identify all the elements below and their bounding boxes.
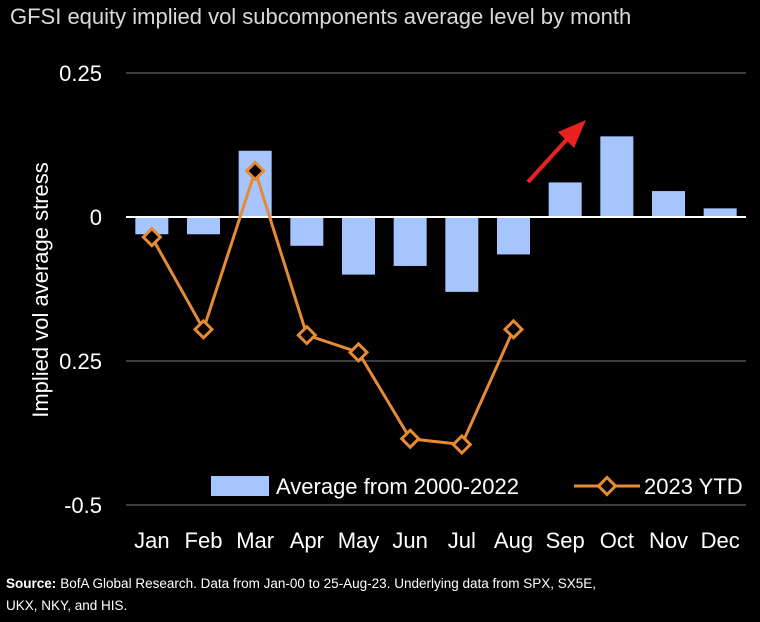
source-line-2: UKX, NKY, and HIS. xyxy=(6,598,127,613)
bar xyxy=(445,217,479,292)
x-tick-label: Aug xyxy=(494,528,533,553)
y-tick-label: 0.25 xyxy=(59,61,102,86)
y-tick-label: 0 xyxy=(90,205,102,230)
line-point xyxy=(192,318,215,340)
x-tick-label: Nov xyxy=(649,528,688,553)
line-point xyxy=(502,318,525,340)
line-point xyxy=(347,341,370,363)
chart-title: GFSI equity implied vol subcomponents av… xyxy=(10,4,631,29)
bar xyxy=(703,208,737,217)
x-tick-label: Jun xyxy=(392,528,427,553)
legend-line-marker xyxy=(596,475,618,497)
arrow-shaft xyxy=(526,134,572,184)
line-point xyxy=(296,324,318,346)
x-tick-label: May xyxy=(338,528,380,553)
series-line xyxy=(150,169,515,447)
bar xyxy=(342,217,375,275)
line-point xyxy=(399,428,421,450)
bar xyxy=(600,136,634,217)
x-tick-label: Feb xyxy=(185,528,223,553)
line-point xyxy=(451,433,473,456)
x-tick-label: Jan xyxy=(134,528,169,553)
legend-line-label: 2023 YTD xyxy=(644,474,743,499)
bar xyxy=(497,217,530,255)
line-series xyxy=(141,160,525,456)
x-tick-label: Mar xyxy=(236,528,274,553)
y-tick-labels: 0.25 0 0.25 -0.5 xyxy=(59,61,102,518)
y-axis-title: Implied vol average stress xyxy=(28,162,53,418)
red-arrow-annotation xyxy=(526,120,586,184)
bar xyxy=(548,182,582,217)
bar xyxy=(187,217,220,235)
line-point xyxy=(141,226,163,248)
y-tick-label: -0.5 xyxy=(64,493,102,518)
source-text: BofA Global Research. Data from Jan-00 t… xyxy=(60,576,596,591)
legend-bar-swatch xyxy=(211,476,269,496)
legend: Average from 2000-2022 2023 YTD xyxy=(211,474,743,499)
gridlines xyxy=(126,72,746,506)
x-tick-label: Jul xyxy=(448,528,476,553)
source-label: Source: xyxy=(6,576,56,591)
legend-bar-label: Average from 2000-2022 xyxy=(276,474,519,499)
y-tick-label: 0.25 xyxy=(59,349,102,374)
arrow-head xyxy=(558,120,586,148)
bar xyxy=(652,191,685,217)
line-point xyxy=(244,160,266,182)
x-tick-label: Oct xyxy=(600,528,634,553)
bar xyxy=(135,217,169,235)
source-line-1: Source: BofA Global Research. Data from J… xyxy=(6,576,596,591)
bar xyxy=(393,217,427,266)
bar-series xyxy=(135,136,737,292)
bar xyxy=(290,217,324,246)
x-tick-label: Dec xyxy=(701,528,740,553)
x-tick-label: Sep xyxy=(546,528,585,553)
x-tick-labels: Jan Feb Mar Apr May Jun Jul Aug Sep Oct Nov Dec xyxy=(134,528,740,553)
x-tick-label: Apr xyxy=(290,528,324,553)
